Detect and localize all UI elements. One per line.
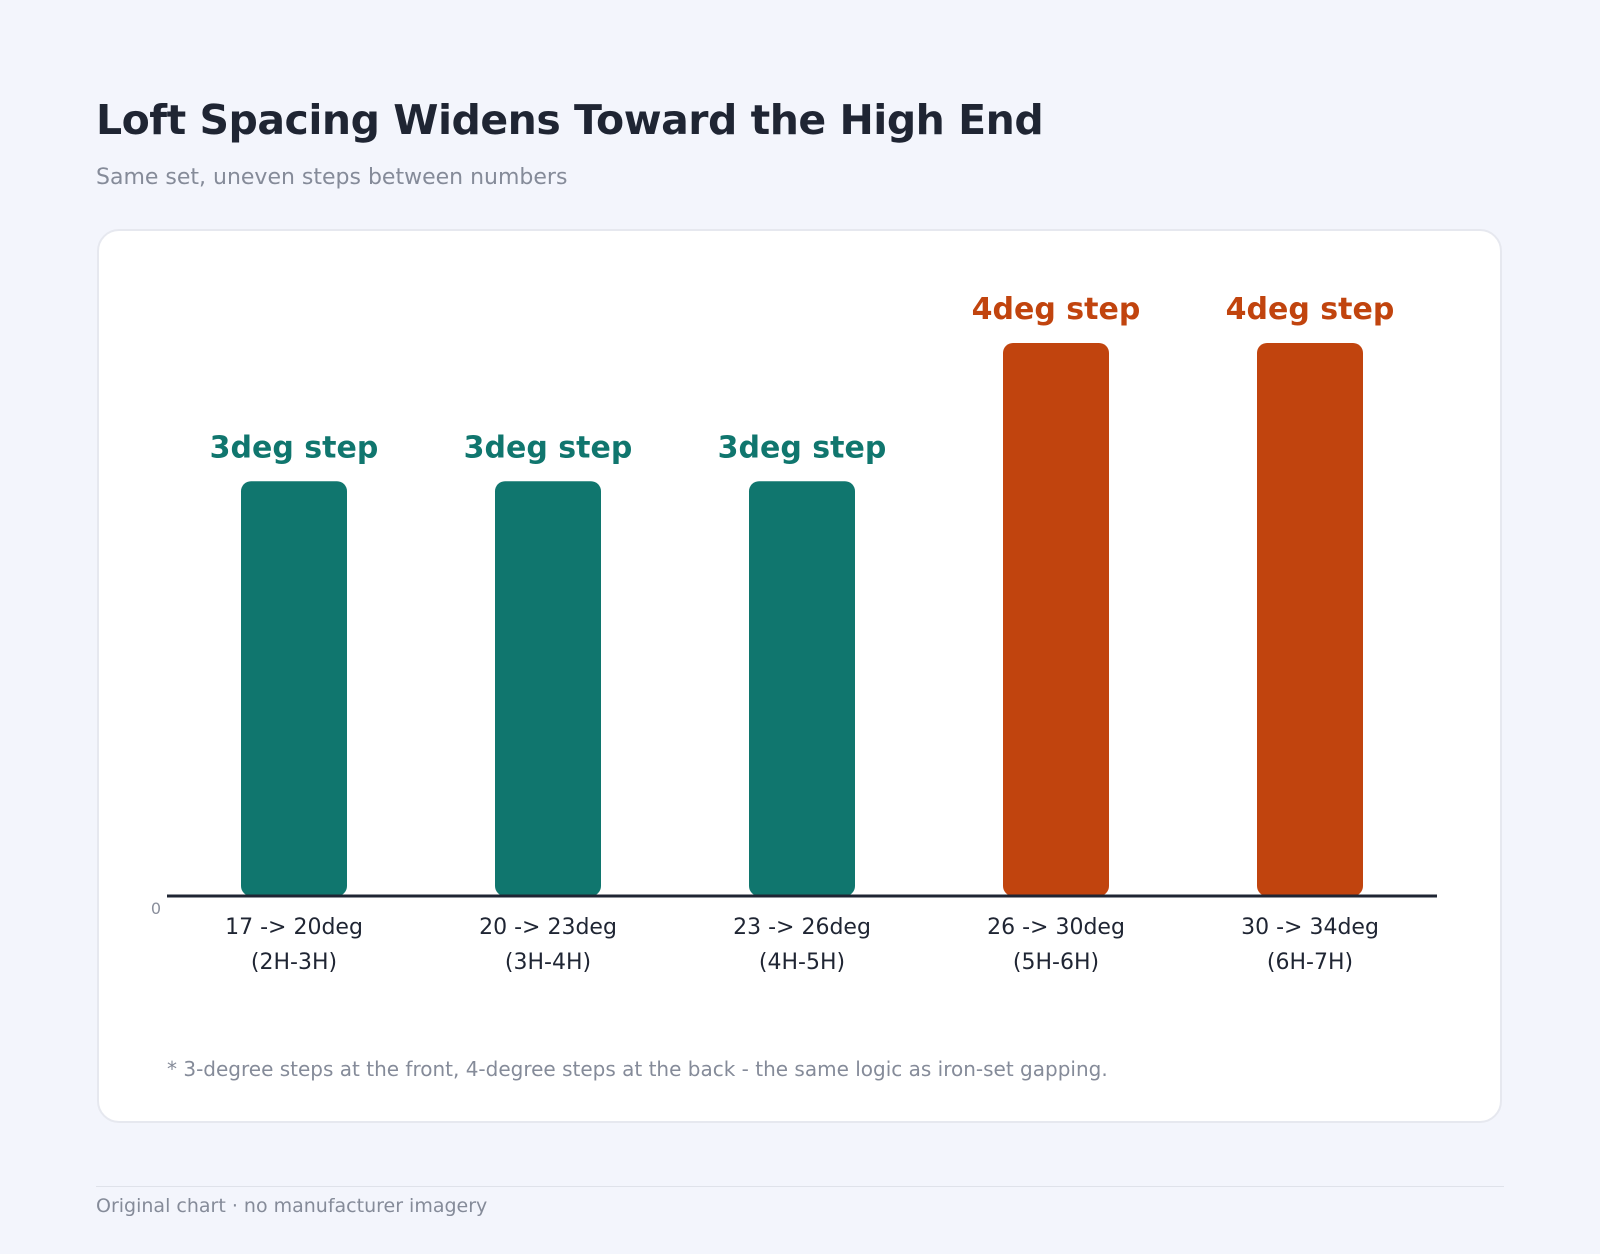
bar-value-label-1: 3deg step (210, 430, 379, 465)
chart-title: Loft Spacing Widens Toward the High End (96, 96, 1044, 144)
bar-2 (495, 481, 601, 896)
bar-chart: 3deg step 17 -> 20deg (2H-3H) 3deg step 20 -… (151, 292, 1437, 975)
bar-5 (1257, 343, 1363, 896)
footer-note: Original chart · no manufacturer imagery (96, 1195, 488, 1217)
x-tick-label-4-line-1: 26 -> 30deg (987, 915, 1125, 940)
bar-value-label-2: 3deg step (464, 430, 633, 465)
x-tick-label-3-line-2: (4H-5H) (759, 950, 845, 975)
x-tick-label-4-line-2: (5H-6H) (1013, 950, 1099, 975)
chart-card: 3deg step 17 -> 20deg (2H-3H) 3deg step 20 -… (97, 229, 1502, 1123)
y-tick-label-0: 0 (151, 899, 161, 918)
bar-4 (1003, 343, 1109, 896)
x-tick-label-1-line-1: 17 -> 20deg (225, 915, 363, 940)
footer-divider (96, 1186, 1504, 1187)
x-tick-label-2-line-1: 20 -> 23deg (479, 915, 617, 940)
bar-1 (241, 481, 347, 896)
x-tick-label-5-line-2: (6H-7H) (1267, 950, 1353, 975)
chart-footnote: * 3-degree steps at the front, 4-degree … (167, 1057, 1108, 1081)
x-tick-label-1-line-2: (2H-3H) (251, 950, 337, 975)
x-tick-label-2-line-2: (3H-4H) (505, 950, 591, 975)
bar-value-label-5: 4deg step (1226, 292, 1395, 327)
chart-subtitle: Same set, uneven steps between numbers (96, 165, 568, 190)
bar-3 (749, 481, 855, 896)
x-tick-label-3-line-1: 23 -> 26deg (733, 915, 871, 940)
x-tick-label-5-line-1: 30 -> 34deg (1241, 915, 1379, 940)
bar-value-label-4: 4deg step (972, 292, 1141, 327)
bar-value-label-3: 3deg step (718, 430, 887, 465)
